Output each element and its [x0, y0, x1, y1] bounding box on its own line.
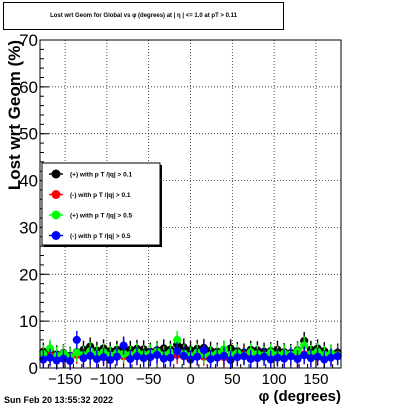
y-tick-label: 10	[19, 312, 38, 331]
data-point	[79, 354, 88, 363]
data-point	[166, 353, 175, 362]
x-tick-label: −50	[136, 371, 161, 388]
data-point	[72, 335, 81, 344]
legend-entry: (-) with p T /|q| > 0.1	[49, 190, 131, 199]
data-point	[132, 352, 141, 361]
legend-marker	[51, 210, 61, 220]
data-point	[246, 355, 255, 364]
data-point	[119, 341, 128, 350]
x-tick-label: 150	[303, 371, 328, 388]
data-point	[286, 352, 295, 361]
legend-marker	[51, 231, 61, 240]
y-tick-label: 30	[19, 218, 38, 237]
legend-entry: (+) with p T /|q| > 0.1	[49, 169, 133, 179]
data-point	[92, 355, 101, 364]
data-point	[333, 352, 342, 361]
timestamp: Sun Feb 20 13:55:32 2022	[4, 395, 114, 405]
data-point	[46, 344, 55, 353]
data-point	[273, 353, 282, 362]
data-point	[313, 352, 322, 361]
series-(-) with p T /|q| > 0.5	[39, 330, 342, 370]
data-point	[173, 347, 182, 356]
x-axis-label: φ (degrees)	[259, 388, 341, 405]
data-point	[159, 354, 168, 363]
data-point	[280, 354, 289, 363]
data-point	[300, 341, 309, 350]
data-point	[199, 346, 208, 355]
x-tick-label: −150	[48, 371, 82, 388]
legend-label: (+) with p T /|q| > 0.5	[70, 213, 133, 220]
data-point	[86, 351, 95, 360]
data-point	[293, 355, 302, 364]
data-point	[52, 356, 61, 365]
x-tick-label: −100	[90, 371, 124, 388]
y-tick-label: 40	[19, 172, 38, 191]
data-point	[179, 351, 188, 360]
chart-title-box: Lost wrt Geom for Global vs φ (degrees) …	[3, 2, 284, 30]
data-point	[253, 354, 262, 363]
data-point	[99, 353, 108, 362]
legend-label: (+) with p T /|q| > 0.1	[70, 172, 133, 179]
data-point	[193, 352, 202, 361]
legend-box	[41, 162, 161, 246]
data-point	[139, 354, 148, 363]
data-point	[300, 351, 309, 360]
data-point	[260, 352, 269, 361]
legend-shadow	[160, 165, 162, 247]
legend-label: (-) with p T /|q| > 0.1	[70, 192, 131, 199]
y-tick-label: 50	[19, 125, 38, 144]
data-point	[106, 356, 115, 365]
legend-label: (-) with p T /|q| > 0.5	[70, 233, 131, 240]
y-axis-label: Lost wrt Geom (%)	[5, 40, 24, 190]
data-point	[219, 351, 228, 360]
grid	[40, 40, 341, 368]
legend-entry: (+) with p T /|q| > 0.5	[49, 210, 133, 220]
data-point	[233, 353, 242, 362]
y-tick-label: 0	[29, 359, 38, 378]
y-tick-label: 70	[19, 31, 38, 50]
data-point	[66, 356, 75, 365]
data-point	[173, 335, 182, 344]
x-tick-label: 100	[262, 371, 287, 388]
data-points	[39, 330, 342, 370]
data-point	[46, 353, 55, 362]
legend-marker	[51, 169, 61, 179]
data-point	[126, 355, 135, 364]
data-point	[153, 350, 162, 359]
data-point	[306, 354, 315, 363]
legend-entry: (-) with p T /|q| > 0.5	[49, 231, 131, 240]
x-tick-label: 50	[224, 371, 241, 388]
data-point	[326, 353, 335, 362]
x-tick-label: 0	[186, 371, 194, 388]
axis-labels: −150 −100 −50 0 50 100 150 0 10 20 30 40 50 60 70 φ (de…	[5, 31, 341, 405]
legend-marker	[51, 190, 61, 199]
data-point	[213, 353, 222, 362]
data-point	[112, 352, 121, 361]
legend-shadow	[44, 245, 162, 247]
data-point	[240, 352, 249, 361]
data-point	[206, 355, 215, 364]
y-tick-label: 20	[19, 265, 38, 284]
data-point	[266, 355, 275, 364]
data-point	[320, 355, 329, 364]
legend: (+) with p T /|q| > 0.1 (-) with p T /|q|…	[41, 162, 162, 247]
data-point	[72, 348, 81, 357]
chart-title: Lost wrt Geom for Global vs φ (degrees) …	[50, 13, 237, 19]
y-tick-label: 60	[19, 78, 38, 97]
data-point	[39, 355, 48, 364]
